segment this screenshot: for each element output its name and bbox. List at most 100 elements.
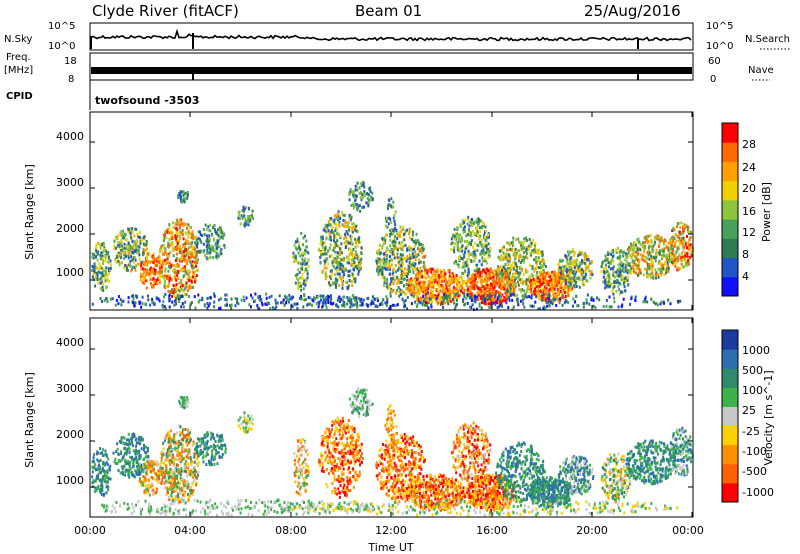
power-echo-4336 [632, 253, 634, 257]
power-echo-4714 [163, 295, 166, 299]
power-echo-3561 [564, 295, 567, 298]
power-echo-4392 [682, 227, 685, 231]
power-echo-2403 [483, 233, 486, 237]
power-echo-4960 [542, 293, 545, 297]
power-echo-3909 [626, 271, 629, 275]
power-echo-3019 [493, 280, 496, 284]
power-echo-1874 [410, 246, 413, 250]
power-echo-4050 [664, 260, 667, 264]
power-echo-762 [146, 261, 149, 265]
power-echo-4486 [687, 240, 690, 244]
power-echo-3310 [539, 250, 542, 254]
power-echo-2227 [429, 276, 432, 280]
power-echo-616 [185, 271, 188, 275]
power-echo-2240 [413, 288, 416, 292]
power-echo-4711 [203, 304, 206, 308]
power-echo-690 [168, 279, 171, 283]
power-echo-99 [94, 275, 97, 279]
power-echo-1009 [243, 210, 245, 214]
power-echo-4913 [441, 299, 444, 303]
power-echo-903 [209, 255, 212, 259]
power-echo-2356 [441, 272, 444, 276]
power-echo-4845 [349, 301, 352, 305]
power-echo-4788 [311, 298, 314, 302]
power-echo-4253 [652, 249, 655, 253]
power-echo-3479 [560, 286, 563, 290]
power-echo-808 [157, 278, 159, 282]
power-echo-3595 [545, 286, 548, 290]
power-echo-3284 [531, 265, 534, 269]
power-echo-1844 [403, 284, 405, 288]
power-echo-1355 [356, 256, 359, 260]
power-echo-1143 [346, 261, 349, 265]
power-echo-4355 [671, 229, 674, 233]
power-echo-1314 [334, 260, 337, 264]
power-echo-1546 [366, 197, 369, 201]
power-echo-1038 [247, 217, 250, 221]
power-echo-1357 [355, 264, 358, 268]
power-echo-979 [182, 199, 185, 203]
power-echo-654 [172, 268, 174, 272]
power-echo-1997 [416, 296, 419, 300]
power-echo-373 [189, 256, 192, 259]
power-echo-3211 [520, 246, 522, 250]
power-echo-507 [166, 230, 169, 234]
power-echo-4538 [300, 297, 303, 301]
power-echo-2428 [466, 258, 469, 262]
power-echo-1033 [243, 214, 246, 218]
power-echo-3351 [518, 240, 521, 244]
power-echo-1523 [361, 195, 364, 199]
power-echo-2511 [485, 261, 488, 265]
power-echo-350 [195, 258, 198, 262]
power-echo-834 [152, 256, 155, 260]
power-echo-3934 [622, 251, 625, 255]
power-echo-3991 [616, 279, 619, 283]
power-echo-844 [159, 270, 162, 274]
power-echo-4905 [521, 294, 524, 298]
power-echo-4010 [600, 265, 603, 268]
power-echo-2886 [467, 285, 470, 289]
power-echo-1463 [355, 229, 358, 233]
power-echo-1437 [337, 260, 340, 264]
power-echo-1053 [298, 285, 301, 289]
power-echo-2961 [471, 282, 474, 286]
power-echo-2214 [463, 288, 466, 292]
power-echo-4734 [168, 294, 171, 298]
power-echo-2072 [416, 286, 419, 289]
power-echo-3255 [525, 282, 528, 286]
power-echo-4866 [463, 294, 466, 298]
power-echo-2480 [452, 234, 455, 238]
power-echo-2341 [448, 288, 451, 292]
power-echo-2998 [465, 284, 468, 288]
power-echo-4506 [171, 300, 174, 304]
power-echo-551 [164, 250, 167, 254]
power-echo-1932 [410, 256, 413, 260]
power-echo-4872 [371, 295, 374, 299]
power-echo-3828 [563, 275, 566, 278]
power-echo-1923 [394, 247, 397, 251]
power-echo-3871 [615, 289, 618, 293]
power-echo-4781 [453, 301, 455, 305]
power-echo-2697 [485, 283, 487, 287]
power-echo-522 [166, 253, 168, 257]
power-echo-1931 [407, 268, 410, 271]
power-echo-1436 [342, 259, 345, 262]
power-echo-3013 [468, 285, 471, 289]
power-echo-1013 [251, 209, 254, 213]
power-echo-748 [150, 266, 152, 270]
power-echo-4162 [664, 262, 667, 266]
power-echo-4332 [651, 274, 654, 278]
power-echo-1396 [349, 237, 352, 241]
power-echo-4552 [206, 306, 209, 310]
power-echo-829 [156, 282, 159, 286]
power-echo-4286 [630, 242, 632, 246]
nsky-tick-top-left: 10^5 [48, 21, 75, 32]
power-echo-631 [188, 251, 191, 255]
power-echo-723 [180, 250, 183, 254]
power-echo-2289 [429, 278, 432, 282]
power-echo-1415 [324, 277, 327, 281]
power-echo-1566 [354, 204, 357, 208]
power-echo-1577 [359, 196, 362, 200]
power-echo-2655 [468, 277, 471, 281]
power-echo-542 [177, 264, 180, 268]
